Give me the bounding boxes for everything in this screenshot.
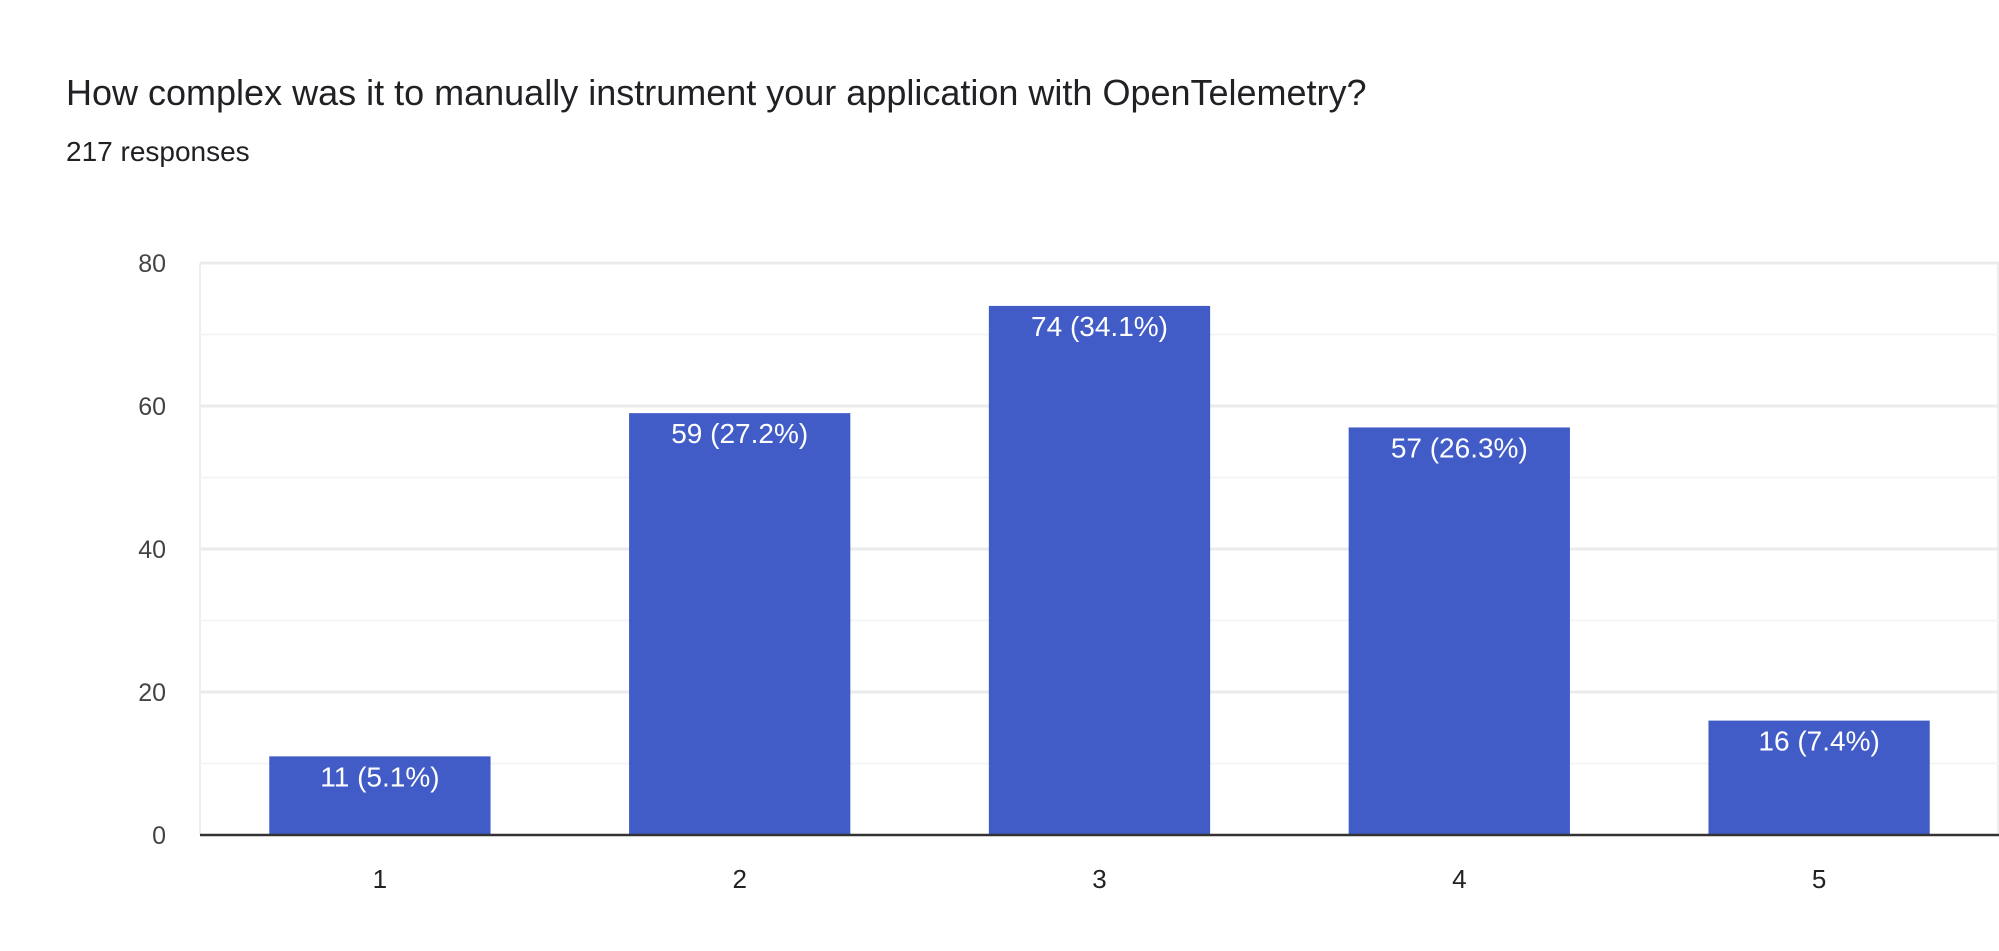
x-tick-label: 3	[1092, 864, 1106, 894]
x-tick-label: 2	[732, 864, 746, 894]
y-tick-label: 60	[138, 393, 166, 421]
bar-2	[629, 413, 851, 835]
response-count: 217 responses	[66, 136, 250, 167]
bar-3	[988, 305, 1211, 835]
bar-4	[1348, 427, 1570, 835]
data-label: 74 (34.1%)	[1031, 311, 1168, 342]
data-label: 57 (26.3%)	[1391, 432, 1528, 463]
data-label: 11 (5.1%)	[320, 761, 439, 792]
chart-title: How complex was it to manually instrumen…	[66, 72, 1367, 113]
y-tick-label: 40	[138, 536, 166, 564]
bar-1	[269, 756, 491, 835]
x-tick-label: 1	[373, 864, 387, 894]
bar-5	[1708, 720, 1930, 835]
y-tick-label: 80	[138, 250, 166, 278]
x-tick-label: 5	[1812, 864, 1826, 894]
y-tick-label: 20	[138, 679, 166, 707]
x-tick-label: 4	[1452, 864, 1466, 894]
data-label: 16 (7.4%)	[1758, 726, 1879, 757]
y-tick-label: 0	[152, 822, 166, 850]
data-label: 59 (27.2%)	[671, 418, 808, 449]
